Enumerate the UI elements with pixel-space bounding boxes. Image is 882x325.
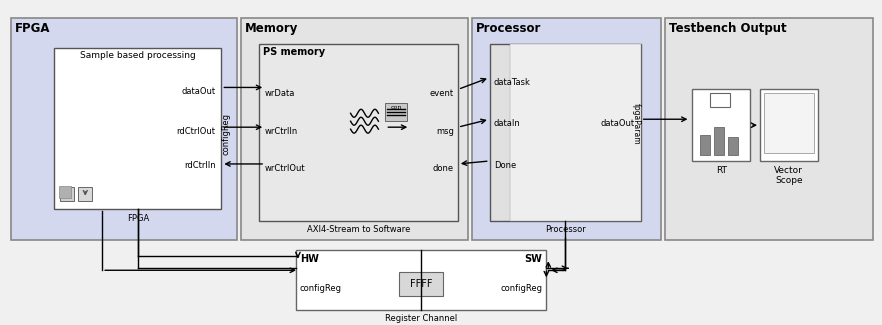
Text: wrCtrlIn: wrCtrlIn — [265, 127, 298, 136]
Text: rdCtrlOut: rdCtrlOut — [176, 127, 215, 136]
Text: wrData: wrData — [265, 89, 295, 98]
Text: Memory: Memory — [245, 22, 299, 35]
Bar — [472, 18, 661, 240]
Bar — [714, 127, 724, 155]
Text: dataOut: dataOut — [182, 87, 215, 97]
Bar — [400, 272, 443, 296]
Text: Sample based processing: Sample based processing — [80, 51, 196, 60]
Text: event: event — [430, 89, 454, 98]
Text: con: con — [391, 105, 402, 110]
Text: FPGA: FPGA — [15, 22, 50, 35]
Text: Processor: Processor — [475, 22, 542, 35]
Text: dataTask: dataTask — [494, 77, 531, 86]
Text: fpgaParam: fpgaParam — [632, 103, 641, 145]
Bar — [55, 48, 221, 209]
Text: Vector
Scope: Vector Scope — [774, 166, 804, 185]
Bar — [700, 135, 710, 155]
Text: dataOut: dataOut — [601, 119, 635, 128]
Bar — [729, 137, 738, 155]
Bar — [764, 93, 813, 153]
Bar — [385, 103, 407, 121]
Text: HW: HW — [300, 254, 318, 264]
Text: done: done — [433, 164, 454, 173]
Bar — [61, 187, 74, 201]
Text: FFFF: FFFF — [410, 279, 432, 289]
Text: RT: RT — [715, 166, 727, 175]
Text: PS memory: PS memory — [263, 47, 325, 57]
Bar — [296, 250, 546, 310]
Text: FPGA: FPGA — [127, 214, 149, 223]
Text: configReg: configReg — [300, 284, 342, 293]
Bar — [242, 18, 467, 240]
Text: wrCtrlOut: wrCtrlOut — [265, 164, 306, 173]
Bar — [259, 44, 458, 221]
Text: rdCtrlIn: rdCtrlIn — [183, 161, 215, 170]
Bar — [78, 187, 93, 201]
Bar — [11, 18, 237, 240]
Text: configReg: configReg — [222, 113, 231, 155]
Bar — [59, 186, 71, 198]
Text: Testbench Output: Testbench Output — [669, 22, 786, 35]
Text: Register Channel: Register Channel — [385, 314, 457, 323]
Text: AXI4-Stream to Software: AXI4-Stream to Software — [307, 225, 410, 234]
Text: Processor: Processor — [545, 225, 586, 234]
Text: dataIn: dataIn — [494, 119, 520, 128]
Bar — [760, 89, 818, 161]
Bar — [510, 44, 640, 221]
Bar — [710, 93, 730, 107]
Text: configReg: configReg — [500, 284, 542, 293]
Bar — [692, 89, 750, 161]
Text: Done: Done — [494, 161, 516, 170]
Bar — [664, 18, 873, 240]
Text: msg: msg — [436, 127, 454, 136]
Bar — [490, 44, 640, 221]
Text: SW: SW — [525, 254, 542, 264]
